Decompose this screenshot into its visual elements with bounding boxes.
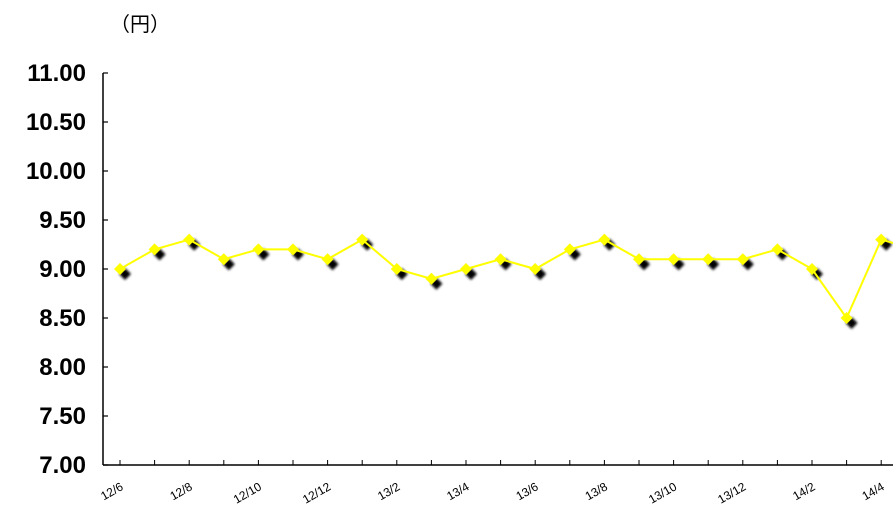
data-point	[425, 272, 438, 285]
data-point	[771, 243, 784, 256]
y-tick-label: 7.50	[39, 403, 86, 430]
x-tick-label: 13/12	[715, 479, 748, 506]
data-point	[840, 312, 853, 324]
y-tick-label: 8.50	[39, 305, 86, 332]
data-point	[875, 233, 888, 246]
data-point	[390, 263, 403, 275]
y-tick-label: 11.00	[27, 60, 86, 87]
x-tick-label: 13/4	[444, 479, 472, 503]
data-point	[667, 253, 680, 266]
x-tick-label: 13/6	[513, 479, 541, 503]
data-point	[806, 263, 818, 275]
x-tick-label: 13/10	[646, 479, 679, 506]
data-point	[460, 263, 472, 275]
data-point	[563, 243, 576, 256]
data-point	[114, 263, 126, 275]
data-point	[252, 243, 265, 256]
data-point	[287, 243, 299, 256]
y-tick-label: 10.00	[26, 158, 86, 185]
x-tick-label: 12/10	[231, 479, 264, 506]
x-tick-label: 14/4	[859, 479, 887, 503]
y-tick-label: 9.50	[39, 207, 86, 234]
x-tick-label: 13/8	[583, 479, 611, 503]
x-tick-label: 12/6	[98, 479, 126, 503]
unit-label: （円）	[110, 12, 170, 36]
data-point	[217, 253, 230, 266]
data-point	[736, 253, 749, 266]
data-point	[702, 253, 715, 266]
x-tick-label: 12/8	[167, 479, 195, 503]
data-point	[494, 253, 507, 266]
x-tick-label: 12/12	[300, 479, 333, 506]
y-tick-label: 9.00	[39, 256, 86, 283]
data-point	[356, 233, 369, 246]
data-point	[148, 243, 161, 256]
data-point	[321, 253, 334, 266]
y-tick-label: 7.00	[39, 452, 86, 479]
data-point	[598, 233, 611, 246]
y-tick-label: 8.00	[39, 354, 86, 381]
x-tick-label: 14/2	[790, 479, 818, 503]
data-point	[633, 253, 645, 266]
x-tick-label: 13/2	[375, 479, 403, 503]
data-point	[183, 233, 196, 246]
y-tick-label: 10.50	[26, 109, 86, 136]
data-point	[529, 263, 542, 275]
